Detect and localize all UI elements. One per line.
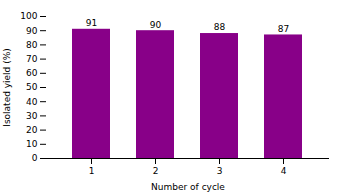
svg-text:Isolated yield (%): Isolated yield (%)	[2, 48, 12, 127]
svg-text:70: 70	[26, 54, 38, 64]
svg-text:87: 87	[278, 24, 289, 34]
svg-text:20: 20	[26, 125, 38, 135]
svg-text:90: 90	[150, 20, 162, 30]
svg-text:0: 0	[32, 153, 38, 163]
svg-text:50: 50	[26, 82, 38, 92]
svg-text:1: 1	[89, 166, 95, 176]
svg-text:60: 60	[26, 68, 38, 78]
svg-text:Number of cycle: Number of cycle	[151, 182, 225, 192]
svg-text:80: 80	[26, 40, 38, 50]
svg-text:10: 10	[26, 139, 38, 149]
svg-text:91: 91	[86, 18, 97, 28]
svg-text:30: 30	[26, 111, 38, 121]
svg-text:2: 2	[153, 166, 159, 176]
svg-text:40: 40	[26, 97, 38, 107]
svg-text:3: 3	[217, 166, 223, 176]
svg-text:4: 4	[281, 166, 287, 176]
svg-text:88: 88	[214, 22, 226, 32]
svg-text:100: 100	[20, 11, 37, 21]
svg-text:90: 90	[26, 26, 38, 36]
